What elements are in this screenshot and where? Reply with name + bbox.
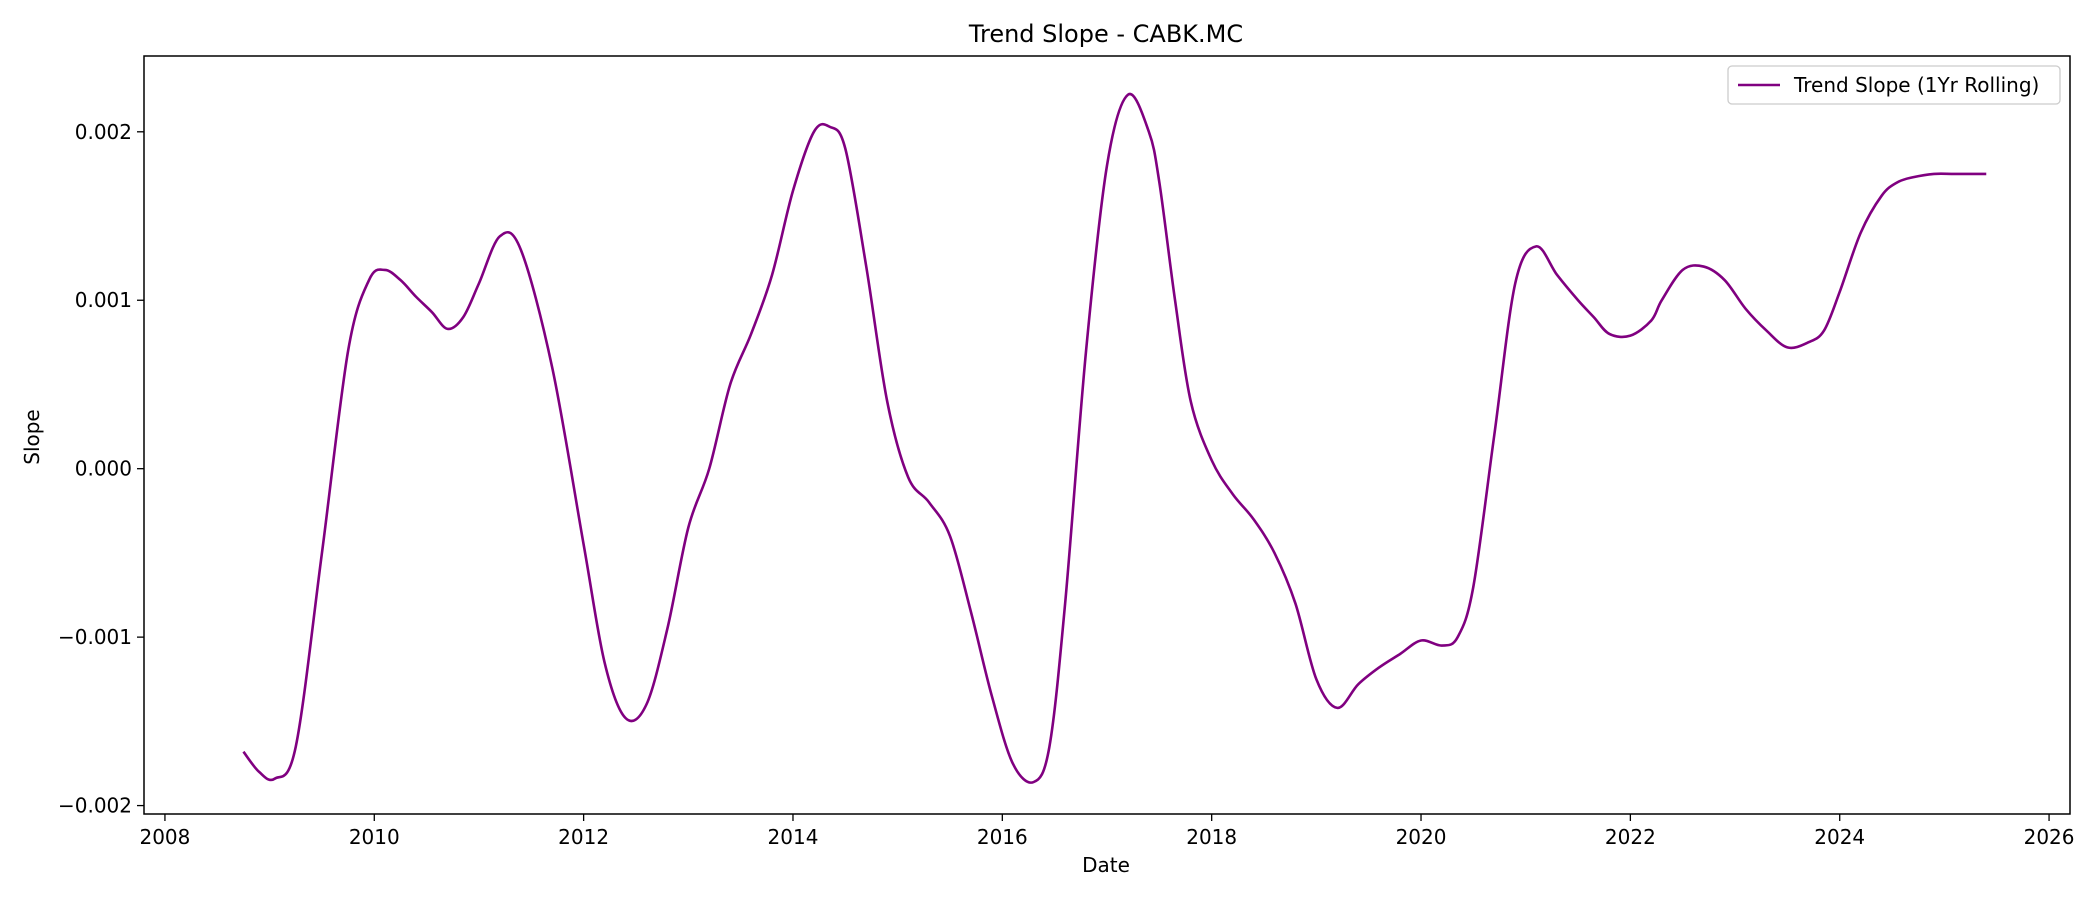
legend-box [1727,65,2061,105]
axes-frame [143,55,2071,815]
x-tick-label: 2010 [349,825,400,849]
x-tick-label: 2018 [1186,825,1237,849]
x-tick-label: 2020 [1396,825,1447,849]
x-tick-label: 2012 [558,825,609,849]
chart-title: Trend Slope - CABK.MC [968,20,1243,48]
y-tick-label: 0.001 [75,288,132,312]
x-tick-label: 2024 [1814,825,1865,849]
x-tick-label: 2016 [977,825,1028,849]
legend: Trend Slope (1Yr Rolling) [1727,65,2061,105]
y-tick-label: −0.002 [58,794,132,818]
y-tick-label: −0.001 [58,625,132,649]
x-tick-label: 2022 [1605,825,1656,849]
legend-label: Trend Slope (1Yr Rolling) [1793,73,2039,97]
y-tick-label: 0.002 [75,120,132,144]
x-axis-label: Date [1082,853,1130,877]
x-tick-label: 2026 [2024,825,2075,849]
plot-area: 2008 2010 2012 2014 2016 2018 2020 2022 2024 2026… [58,55,2075,849]
x-tick-label: 2014 [768,825,819,849]
series-line-0 [242,92,1987,784]
y-axis-label: Slope [20,409,44,465]
x-tick-label: 2008 [139,825,190,849]
y-tick-label: 0.000 [75,457,132,481]
